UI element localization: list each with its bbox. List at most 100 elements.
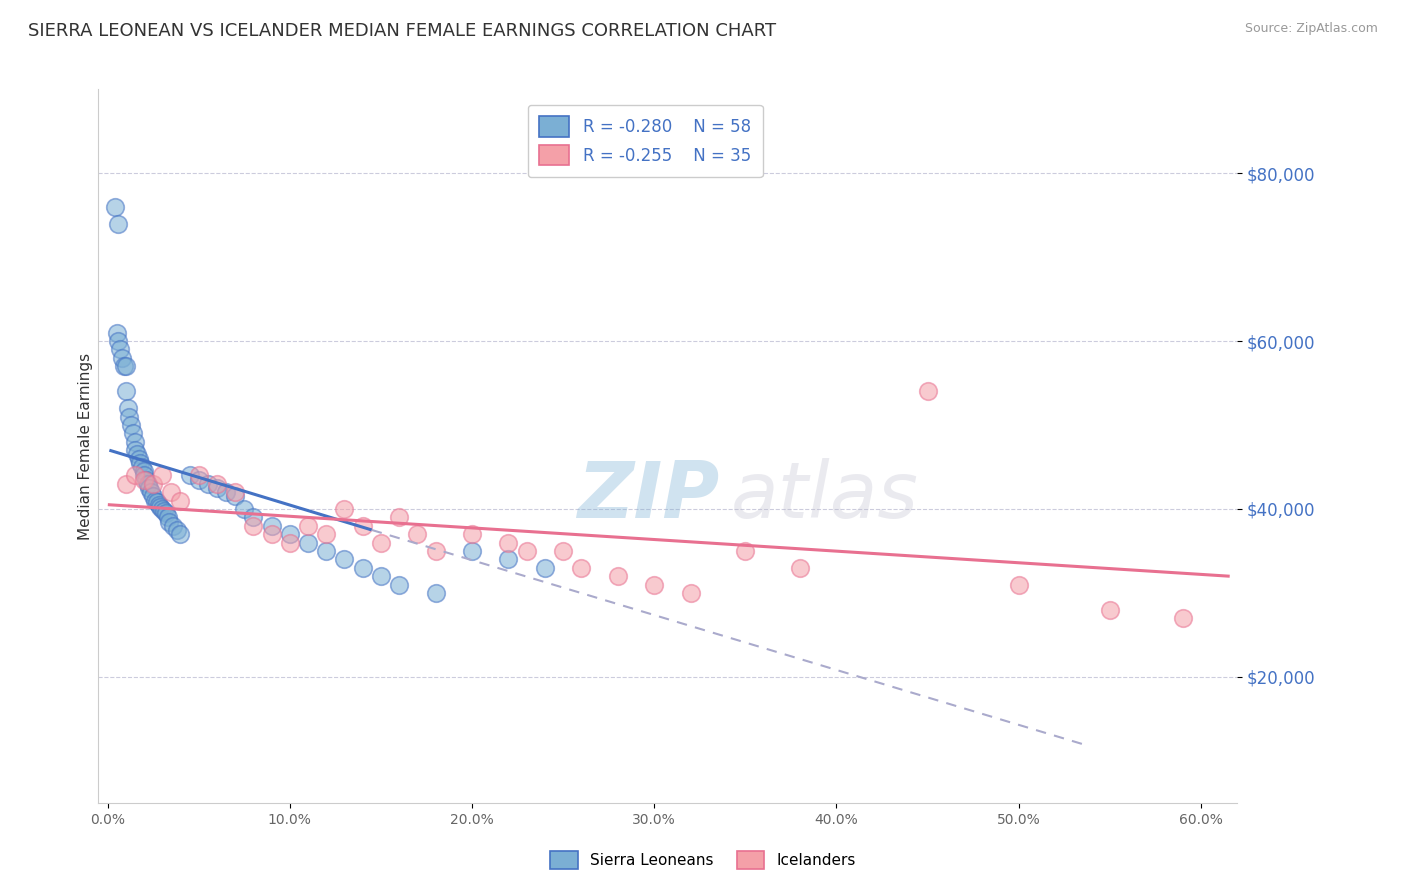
Point [128, 451, 150, 466]
Point [107, 334, 129, 348]
Point [205, 476, 228, 491]
Text: atlas: atlas [731, 458, 918, 534]
Point [129, 456, 152, 470]
Point [148, 498, 170, 512]
Y-axis label: Median Female Earnings: Median Female Earnings [77, 352, 93, 540]
Point [370, 569, 392, 583]
Point [278, 527, 301, 541]
Point [122, 426, 145, 441]
Point [155, 506, 177, 520]
Point [370, 535, 392, 549]
Point [160, 485, 183, 500]
Point [278, 535, 301, 549]
Point [131, 460, 153, 475]
Point [104, 200, 127, 214]
Point [333, 502, 356, 516]
Point [606, 569, 628, 583]
Point [224, 485, 246, 500]
Point [118, 409, 141, 424]
Point [242, 518, 264, 533]
Point [156, 510, 179, 524]
Point [187, 473, 209, 487]
Point [169, 527, 191, 541]
Point [315, 544, 337, 558]
Point [1098, 603, 1121, 617]
Point [150, 468, 173, 483]
Point [125, 447, 148, 461]
Point [132, 464, 155, 478]
Point [117, 401, 139, 416]
Point [260, 518, 283, 533]
Point [215, 485, 238, 500]
Point [352, 518, 374, 533]
Point [734, 544, 756, 558]
Point [187, 468, 209, 483]
Point [425, 544, 447, 558]
Point [159, 515, 181, 529]
Point [142, 489, 165, 503]
Point [169, 493, 191, 508]
Point [132, 468, 155, 483]
Point [224, 489, 246, 503]
Point [297, 518, 319, 533]
Point [120, 417, 142, 432]
Legend: R = -0.280    N = 58, R = -0.255    N = 35: R = -0.280 N = 58, R = -0.255 N = 35 [527, 104, 762, 177]
Point [242, 510, 264, 524]
Point [110, 343, 132, 357]
Point [150, 502, 173, 516]
Point [135, 473, 157, 487]
Point [1007, 577, 1029, 591]
Point [197, 476, 219, 491]
Point [111, 351, 134, 365]
Point [153, 504, 176, 518]
Point [179, 468, 201, 483]
Point [141, 485, 163, 500]
Point [114, 359, 136, 374]
Point [162, 518, 184, 533]
Point [105, 326, 128, 340]
Point [1171, 611, 1194, 625]
Point [136, 476, 159, 491]
Point [124, 443, 146, 458]
Point [132, 473, 155, 487]
Point [124, 434, 146, 449]
Point [260, 527, 283, 541]
Point [461, 527, 484, 541]
Point [112, 359, 135, 374]
Point [166, 523, 188, 537]
Point [516, 544, 538, 558]
Point [498, 552, 520, 566]
Point [143, 493, 166, 508]
Point [114, 384, 136, 399]
Point [333, 552, 356, 566]
Point [297, 535, 319, 549]
Point [107, 217, 129, 231]
Point [315, 527, 337, 541]
Point [233, 502, 256, 516]
Point [643, 577, 665, 591]
Point [461, 544, 484, 558]
Point [551, 544, 574, 558]
Text: SIERRA LEONEAN VS ICELANDER MEDIAN FEMALE EARNINGS CORRELATION CHART: SIERRA LEONEAN VS ICELANDER MEDIAN FEMAL… [28, 22, 776, 40]
Point [149, 500, 172, 515]
Point [917, 384, 939, 399]
Legend: Sierra Leoneans, Icelanders: Sierra Leoneans, Icelanders [544, 845, 862, 875]
Point [406, 527, 429, 541]
Point [145, 495, 167, 509]
Text: Source: ZipAtlas.com: Source: ZipAtlas.com [1244, 22, 1378, 36]
Point [352, 560, 374, 574]
Text: ZIP: ZIP [576, 458, 718, 534]
Point [124, 468, 146, 483]
Point [114, 476, 136, 491]
Point [569, 560, 592, 574]
Point [679, 586, 702, 600]
Point [138, 481, 160, 495]
Point [425, 586, 447, 600]
Point [388, 577, 411, 591]
Point [498, 535, 520, 549]
Point [205, 481, 228, 495]
Point [142, 476, 165, 491]
Point [789, 560, 811, 574]
Point [534, 560, 557, 574]
Point [388, 510, 411, 524]
